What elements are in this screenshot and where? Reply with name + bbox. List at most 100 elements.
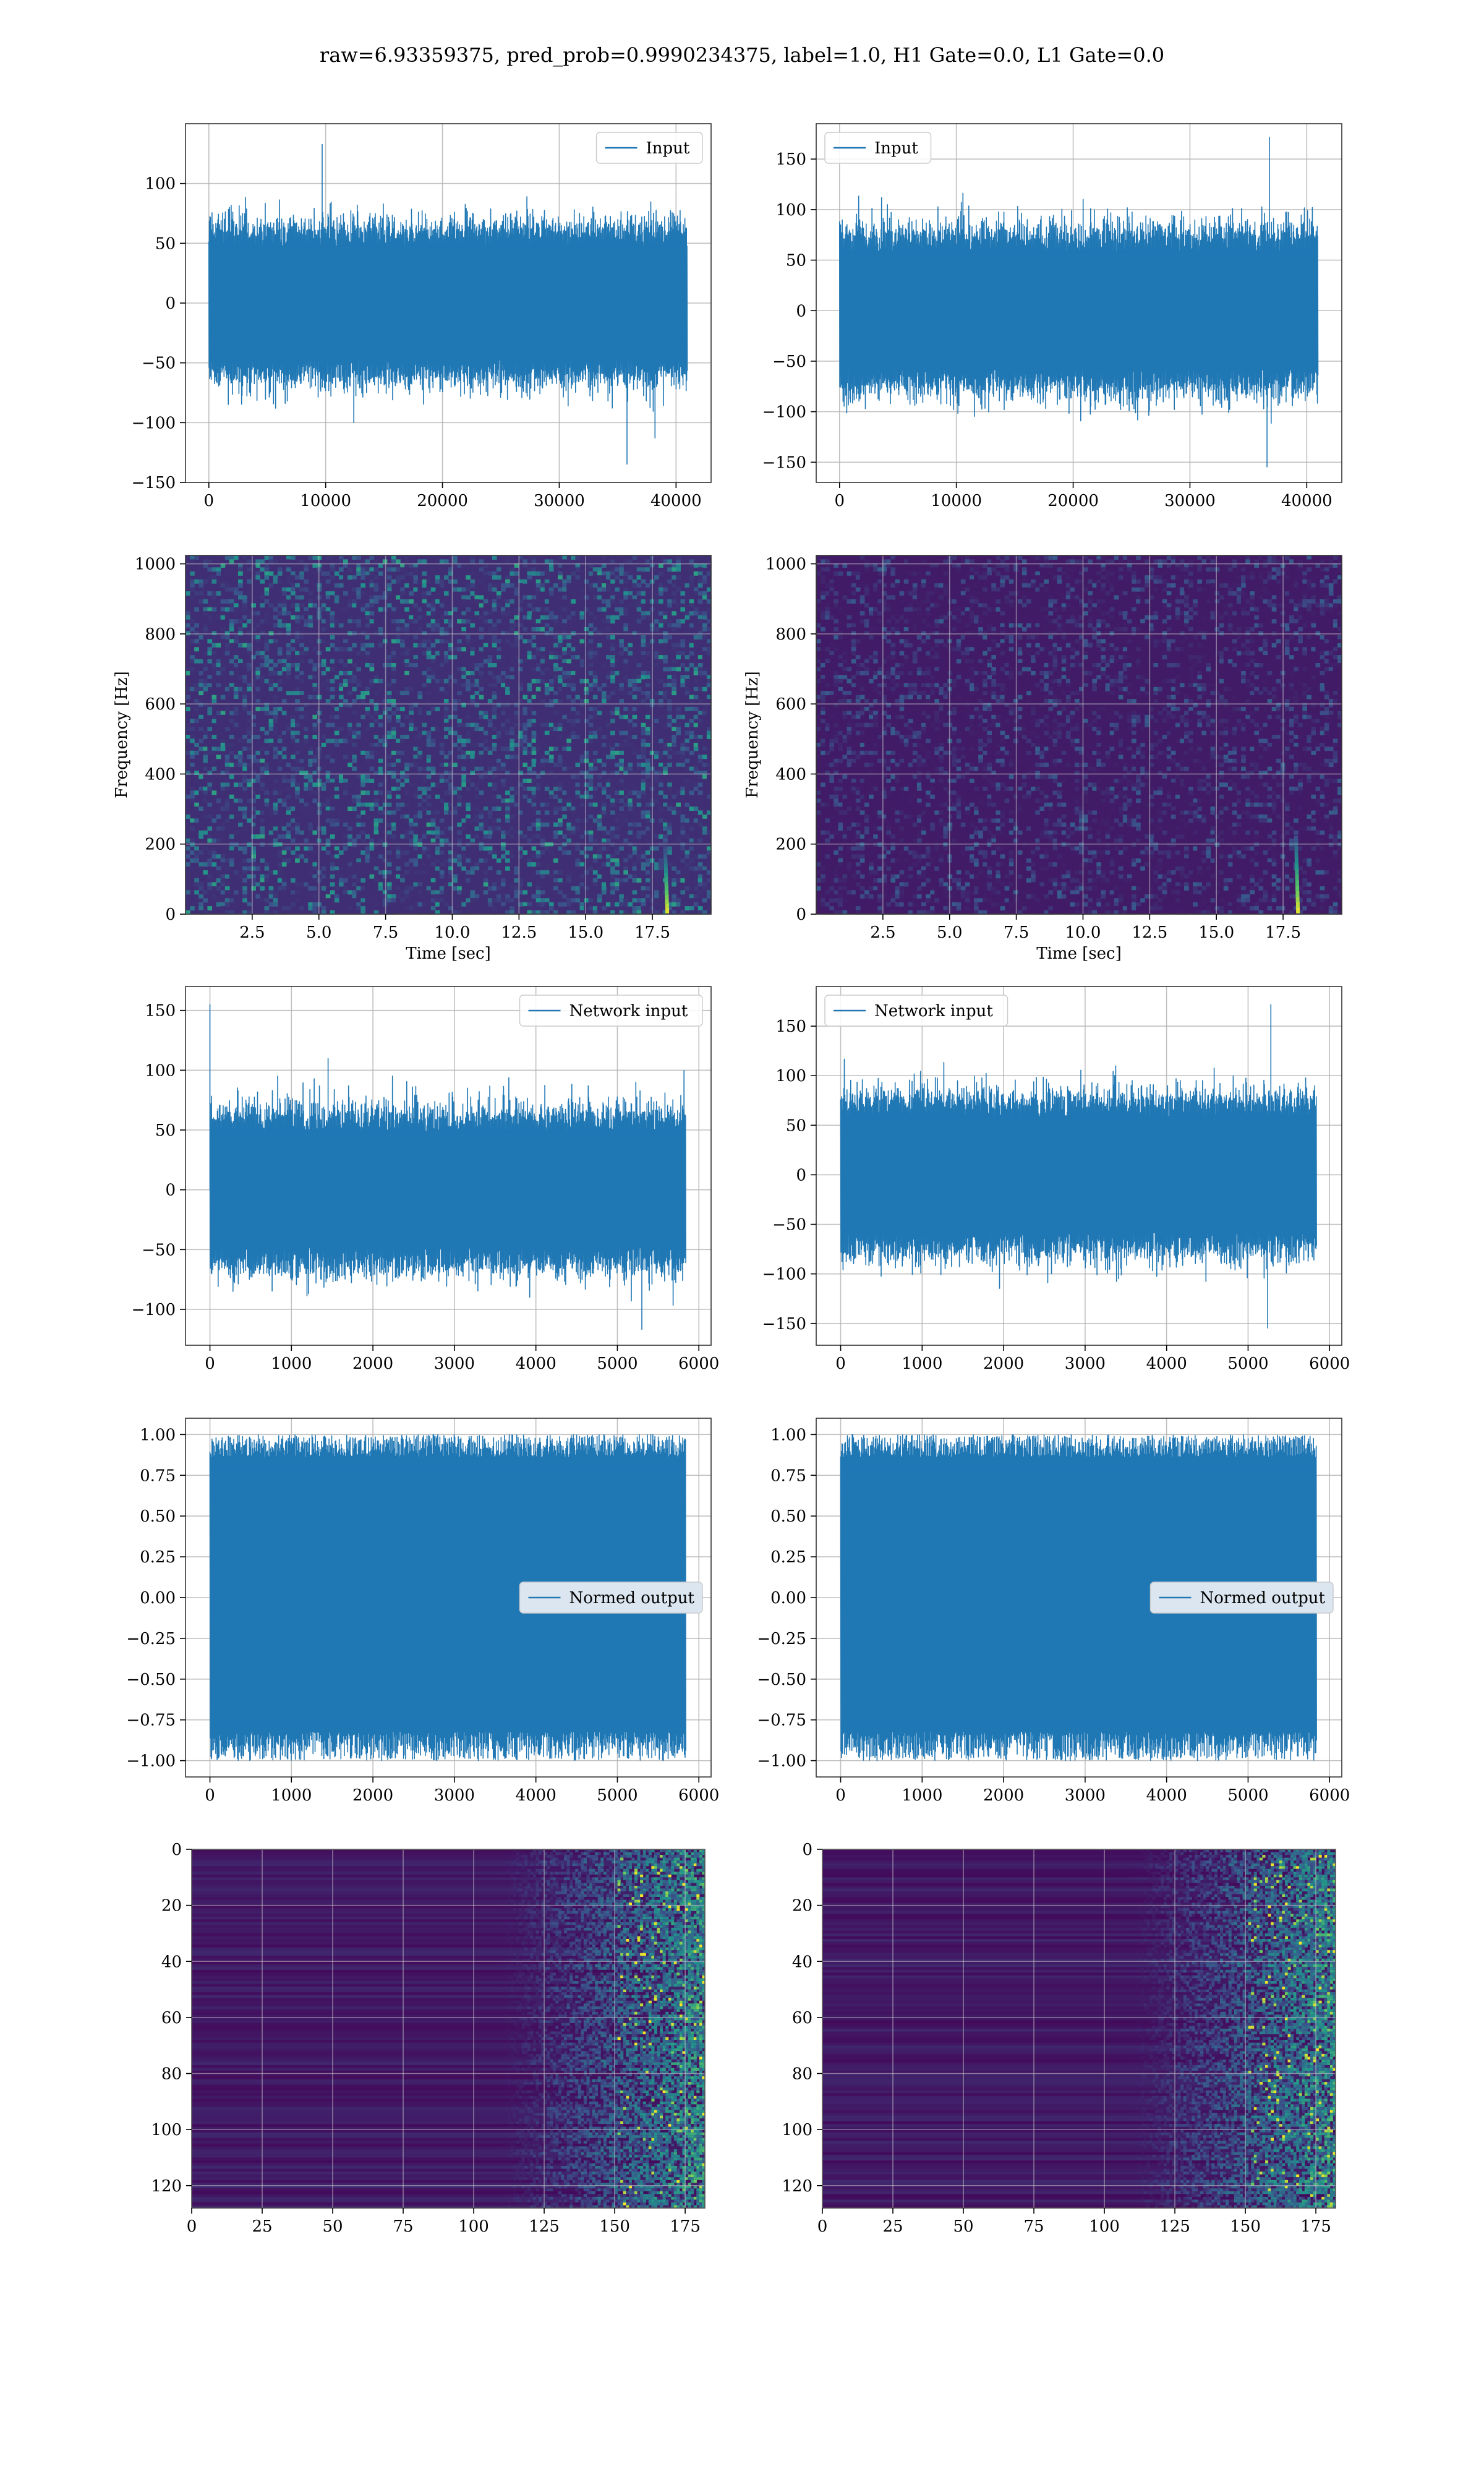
heatmap-cell: [492, 703, 497, 708]
heatmap-cell: [659, 866, 663, 871]
heatmap-cell: [492, 850, 497, 855]
heatmap-cell: [548, 631, 554, 636]
heatmap-cell: [461, 579, 466, 584]
heatmap-cell: [558, 794, 563, 799]
heatmap-cell: [242, 854, 247, 859]
heatmap-cell: [453, 678, 458, 683]
heatmap-cell: [242, 599, 247, 604]
heatmap-cell: [211, 894, 217, 899]
heatmap-cell: [505, 611, 510, 616]
heatmap-cell: [281, 591, 287, 596]
heatmap-cell: [378, 687, 383, 691]
heatmap-cell: [391, 742, 396, 747]
heatmap-cell: [382, 619, 388, 624]
heatmap-cell: [334, 786, 339, 791]
heatmap-cell: [527, 651, 532, 656]
heatmap-cell: [544, 659, 550, 664]
heatmap-cell: [286, 587, 291, 592]
heatmap-cell: [553, 774, 558, 779]
heatmap-cell: [457, 898, 462, 903]
heatmap-cell: [689, 826, 694, 831]
heatmap-cell: [544, 866, 550, 871]
heatmap-cell: [186, 615, 190, 620]
heatmap-cell: [487, 670, 493, 675]
heatmap-cell: [479, 774, 484, 779]
heatmap-cell: [510, 683, 514, 688]
heatmap-cell: [404, 555, 409, 560]
heatmap-cell: [211, 663, 217, 667]
heatmap-cell: [417, 771, 423, 775]
heatmap-cell: [443, 886, 449, 891]
heatmap-cell: [198, 830, 203, 835]
heatmap-cell: [592, 818, 598, 823]
heatmap-cell: [492, 834, 497, 839]
heatmap-cell: [588, 639, 594, 644]
heatmap-cell: [216, 838, 221, 843]
heatmap-cell: [220, 670, 226, 675]
heatmap-cell: [378, 643, 383, 648]
heatmap-cell: [417, 730, 423, 735]
heatmap-cell: [400, 890, 405, 895]
heatmap-cell: [487, 655, 493, 660]
heatmap-cell: [422, 595, 427, 600]
heatmap-cell: [268, 735, 274, 739]
heatmap-cell: [426, 579, 432, 584]
heatmap-cell: [505, 810, 510, 815]
heatmap-cell: [365, 643, 370, 648]
heatmap-cell: [396, 794, 401, 799]
heatmap-cell: [632, 611, 638, 616]
heatmap-cell: [304, 711, 309, 716]
heatmap-cell: [535, 818, 541, 823]
heatmap-cell: [610, 655, 615, 660]
heatmap-cell: [483, 830, 488, 835]
heatmap-cell: [422, 874, 427, 879]
heatmap-cell: [348, 846, 352, 851]
heatmap-cell: [584, 822, 589, 827]
heatmap-cell: [680, 747, 686, 751]
heatmap-cell: [207, 647, 213, 652]
heatmap-cell: [571, 675, 576, 680]
heatmap-cell: [659, 790, 663, 795]
heatmap-cell: [426, 691, 432, 696]
heatmap-cell: [325, 591, 331, 596]
heatmap-cell: [396, 559, 401, 564]
heatmap-cell: [667, 747, 672, 751]
heatmap-cell: [312, 862, 318, 867]
heatmap-cell: [396, 846, 401, 851]
heatmap-cell: [684, 687, 690, 691]
heatmap-cell: [588, 706, 594, 711]
y-tick-label: 100: [775, 201, 806, 220]
heatmap-cell: [334, 794, 339, 799]
heatmap-cell: [422, 766, 427, 771]
heatmap-cell: [623, 659, 628, 664]
heatmap-cell: [645, 567, 650, 572]
heatmap-cell: [242, 774, 247, 779]
heatmap-cell: [386, 898, 392, 903]
heatmap-cell: [365, 771, 370, 775]
heatmap-cell: [492, 599, 497, 604]
heatmap-cell: [422, 607, 427, 612]
heatmap-cell: [365, 711, 370, 716]
heatmap-cell: [487, 886, 493, 891]
heatmap-cell: [448, 850, 453, 855]
heatmap-cell: [264, 639, 270, 644]
heatmap-cell: [413, 906, 418, 911]
heatmap-cell: [636, 687, 642, 691]
heatmap-cell: [659, 807, 663, 811]
heatmap-cell: [295, 735, 300, 739]
heatmap-cell: [378, 571, 383, 576]
heatmap-cell: [518, 834, 523, 839]
heatmap-cell: [422, 870, 427, 875]
heatmap-cell: [527, 882, 532, 887]
heatmap-cell: [663, 763, 668, 768]
heatmap-cell: [522, 695, 528, 700]
heatmap-cell: [448, 870, 453, 875]
heatmap-cell: [562, 683, 567, 688]
heatmap-cell: [505, 627, 510, 631]
heatmap-cell: [216, 719, 221, 724]
heatmap-cell: [321, 874, 326, 879]
heatmap-cell: [518, 862, 523, 867]
heatmap-cell: [461, 675, 466, 680]
heatmap-cell: [706, 631, 712, 636]
heatmap-cell: [207, 802, 213, 807]
